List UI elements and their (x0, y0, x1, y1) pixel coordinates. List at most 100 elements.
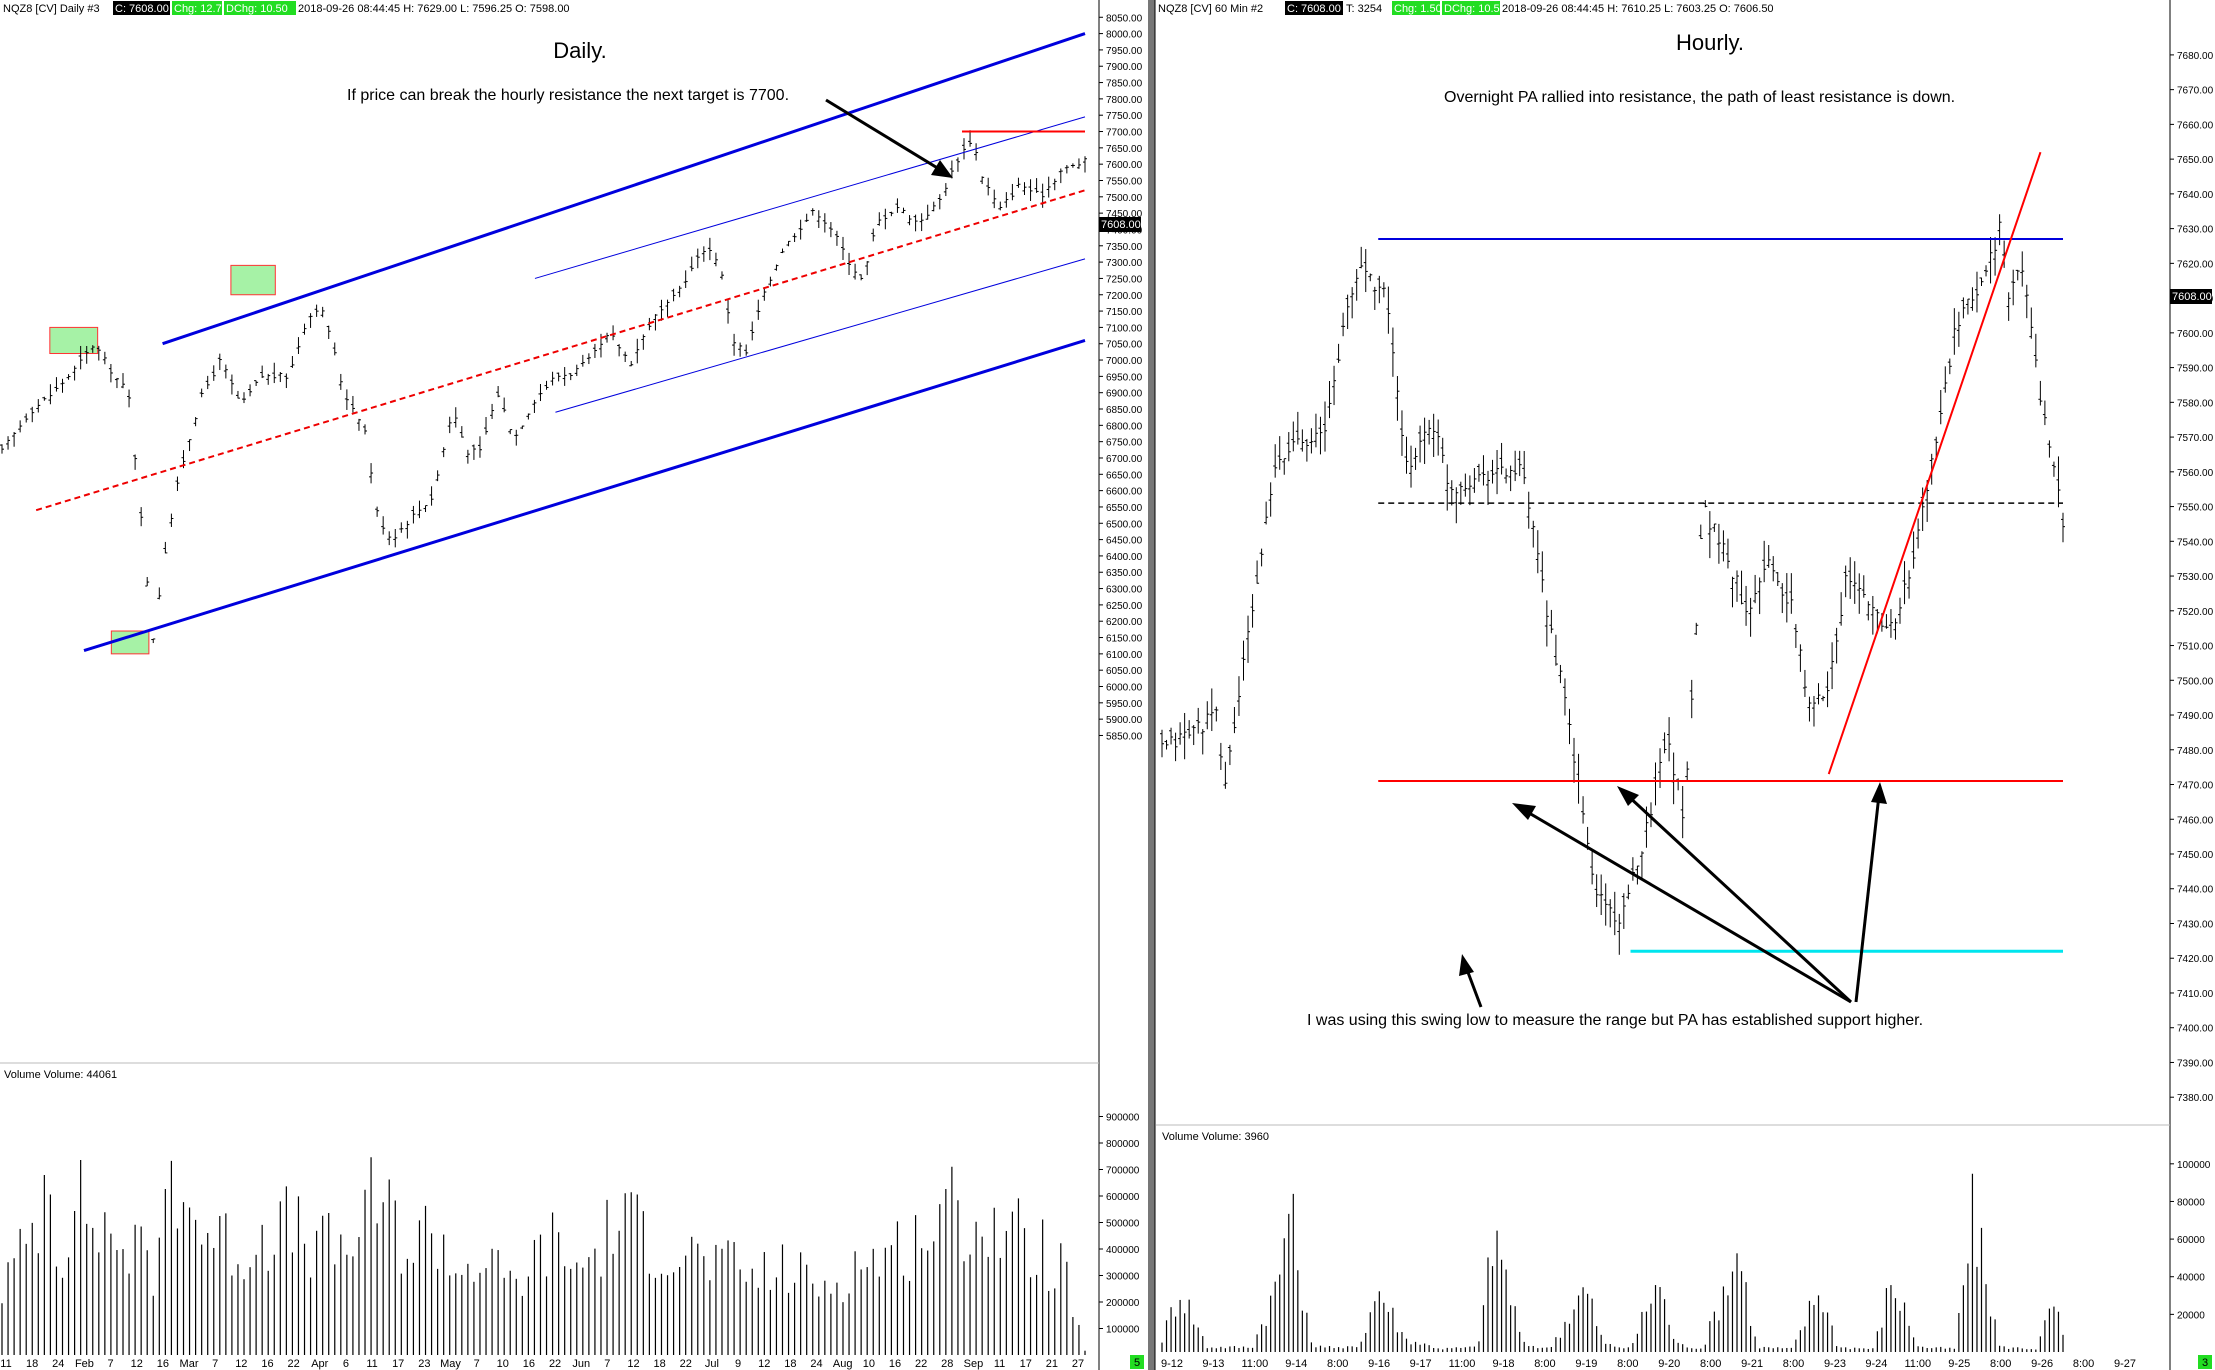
price-bar (2033, 333, 2038, 368)
price-bar (2011, 269, 2016, 306)
daily-chart-panel[interactable]: 8050.00 8000.00 7950.00 7900.00 7850.00 7800.… (0, 0, 1144, 1370)
price-bar (810, 208, 815, 216)
channel-midline (35, 189, 1086, 512)
price-bar (133, 454, 138, 470)
swing-highlight-box (110, 630, 150, 655)
price-bar (1241, 640, 1246, 681)
price-bar (1076, 158, 1081, 169)
price-tick-label: 6500.00 (1106, 519, 1143, 530)
hourly-chart-panel[interactable]: 7680.00 7670.00 7660.00 7650.00 7640.00 7630.… (1156, 0, 2214, 1370)
hourly-header-symbol: NQZ8 [CV] 60 Min #2 (1158, 3, 1263, 15)
time-axis-label: 11:00 (1904, 1358, 1931, 1370)
hourly-swing-low-annotation: I was using this swing low to measure th… (1307, 1012, 1923, 1029)
daily-annotation-text: If price can break the hourly resistance… (347, 87, 789, 104)
price-bar (1780, 583, 1785, 614)
price-tick-label: 7470.00 (2177, 781, 2214, 792)
hourly-levels[interactable] (1378, 151, 2063, 953)
price-bar (423, 505, 428, 513)
price-bar (1083, 156, 1087, 173)
price-bar (1064, 165, 1069, 174)
price-bar (381, 516, 386, 535)
price-bar (919, 213, 924, 232)
price-tick-label: 7500.00 (1106, 193, 1143, 204)
time-axis-label: 18 (784, 1358, 796, 1370)
price-bar (1744, 585, 1749, 626)
price-bar (1938, 390, 1943, 425)
daily-volume-axis: 900000 800000 700000 600000 500000 400000 3000… (1099, 1113, 1140, 1336)
outer-channel-upper-line (162, 32, 1086, 346)
price-bar (193, 417, 198, 427)
panel-divider[interactable] (1148, 0, 1155, 1370)
price-bar (1481, 455, 1486, 486)
price-bar (526, 413, 531, 420)
price-bar (338, 373, 343, 390)
daily-trendlines[interactable] (35, 32, 1086, 653)
price-tick-label: 7950.00 (1106, 46, 1143, 57)
hourly-header-dchg: DChg: 10.50 (1444, 3, 1506, 15)
price-bar (12, 432, 17, 447)
price-bar (1255, 560, 1260, 584)
price-bar (1870, 595, 1875, 635)
price-bar (1839, 592, 1844, 626)
price-bar (1590, 849, 1595, 885)
price-tick-label: 7390.00 (2177, 1058, 2214, 1069)
price-tick-label: 7350.00 (1106, 242, 1143, 253)
price-bar (2038, 380, 2043, 406)
price-bar (683, 270, 688, 288)
time-axis-label: 9-24 (1865, 1358, 1887, 1370)
inner-channel-lower-line (555, 258, 1086, 413)
hourly-header-dchg-bg (1442, 1, 1500, 15)
price-bar (671, 288, 676, 302)
price-bar (1205, 701, 1210, 730)
price-bar (707, 237, 712, 261)
price-tick-label: 7580.00 (2177, 398, 2214, 409)
price-bar (1160, 729, 1164, 758)
price-tick-label: 7440.00 (2177, 885, 2214, 896)
price-bar (18, 420, 23, 433)
price-bar (36, 399, 41, 413)
price-bar (1363, 249, 1368, 293)
price-bar (1988, 236, 1993, 284)
price-bar (1304, 438, 1309, 462)
price-tick-label: 7000.00 (1106, 356, 1143, 367)
price-bar (175, 476, 180, 492)
price-bar (1499, 442, 1504, 475)
price-tick-label: 7630.00 (2177, 225, 2214, 236)
price-bar (163, 541, 168, 554)
price-tick-label: 7200.00 (1106, 291, 1143, 302)
price-bar (417, 500, 422, 519)
price-tick-label: 7410.00 (2177, 989, 2214, 1000)
price-bar (127, 389, 132, 408)
price-tick-label: 7550.00 (2177, 503, 2214, 514)
price-bar (48, 384, 53, 405)
price-bar (1553, 634, 1558, 666)
price-bar (1762, 540, 1767, 583)
hourly-header-close-bg (1285, 1, 1343, 15)
price-bar (653, 314, 658, 331)
hourly-header-chg-bg (1392, 1, 1440, 15)
time-axis-label: 8:00 (1617, 1358, 1638, 1370)
daily-header-dchg: DChg: 10.50 (226, 3, 288, 15)
price-tick-label: 7500.00 (2177, 676, 2214, 687)
price-bar (913, 214, 918, 232)
price-bar (1802, 669, 1807, 697)
price-bar (738, 342, 743, 357)
price-bar (2024, 284, 2029, 319)
price-bar (889, 211, 894, 217)
price-bar (453, 407, 458, 428)
price-bar (387, 531, 392, 546)
daily-header-chg: Chg: 12.75 (174, 3, 228, 15)
price-bar (375, 506, 380, 517)
price-bar (677, 285, 682, 298)
price-bar (1685, 761, 1690, 781)
price-bar (859, 274, 864, 281)
price-bar (1354, 269, 1359, 301)
price-bar (943, 183, 948, 197)
price-bar (1549, 609, 1554, 634)
price-bar (2020, 251, 2025, 287)
price-tick-label: 7150.00 (1106, 307, 1143, 318)
hourly-header-chg: Chg: 1.50 (1394, 3, 1442, 15)
daily-header-symbol: NQZ8 [CV] Daily #3 (3, 3, 100, 15)
price-bar (1485, 470, 1490, 505)
